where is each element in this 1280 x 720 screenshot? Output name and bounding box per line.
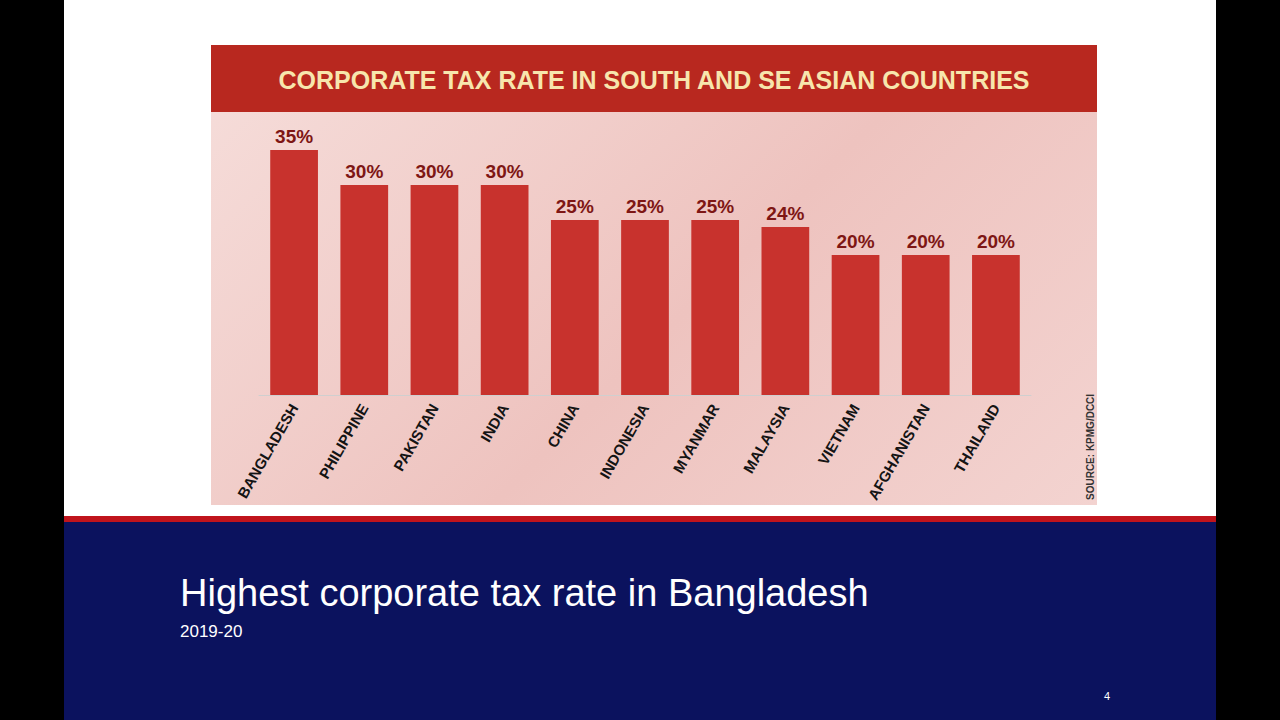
svg-text:30%: 30%: [486, 161, 524, 182]
svg-text:PAKISTAN: PAKISTAN: [390, 401, 442, 474]
html-text:4: 4: [1104, 690, 1111, 702]
svg-text:20%: 20%: [907, 231, 945, 252]
svg-text:VIETNAM: VIETNAM: [814, 401, 862, 468]
svg-text:CHINA: CHINA: [544, 401, 583, 451]
svg-text:25%: 25%: [696, 196, 734, 217]
svg-text:20%: 20%: [977, 231, 1015, 252]
svg-text:35%: 35%: [275, 126, 313, 147]
svg-text:MYANMAR: MYANMAR: [669, 401, 722, 476]
svg-text:20%: 20%: [837, 231, 875, 252]
svg-text:MALAYSIA: MALAYSIA: [740, 401, 793, 476]
svg-text:CORPORATE TAX RATE IN SOUTH AN: CORPORATE TAX RATE IN SOUTH AND SE ASIAN…: [279, 66, 1030, 94]
svg-text:AFGHANISTAN: AFGHANISTAN: [864, 401, 933, 503]
svg-text:PHILIPPINE: PHILIPPINE: [315, 401, 371, 482]
svg-text:30%: 30%: [415, 161, 453, 182]
svg-text:INDIA: INDIA: [477, 401, 512, 445]
svg-text:25%: 25%: [626, 196, 664, 217]
svg-text:30%: 30%: [345, 161, 383, 182]
svg-text:INDONESIA: INDONESIA: [596, 401, 652, 482]
svg-text:SOURCE: KPMG/DCCI: SOURCE: KPMG/DCCI: [1085, 394, 1096, 500]
svg-text:BANGLADESH: BANGLADESH: [234, 401, 302, 501]
svg-text:THAILAND: THAILAND: [950, 401, 1003, 476]
svg-text:25%: 25%: [556, 196, 594, 217]
svg-text:24%: 24%: [766, 203, 804, 224]
html-text:2019-20: 2019-20: [180, 622, 243, 641]
html-text:Highest corporate tax rate in: Highest corporate tax rate in Bangladesh: [180, 572, 869, 614]
